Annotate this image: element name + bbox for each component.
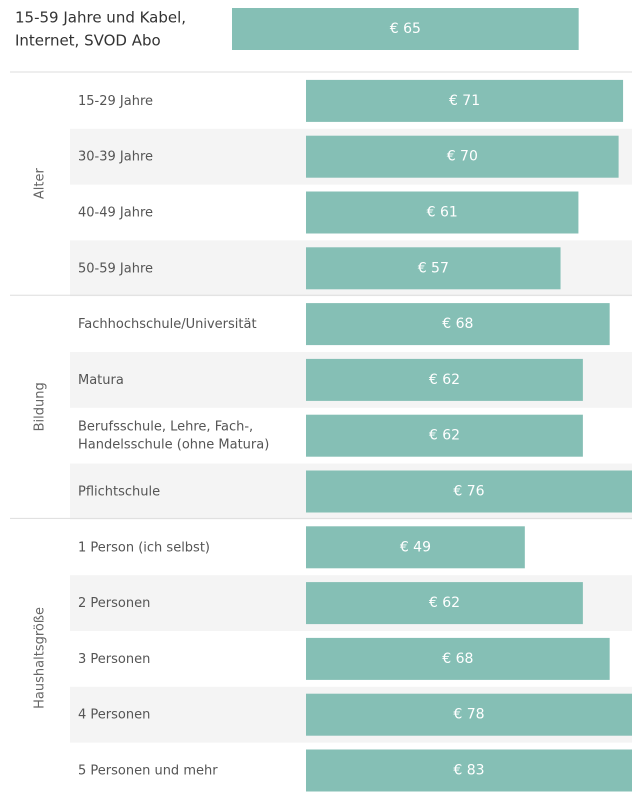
category-label: 30-39 Jahre [78,149,153,164]
category-label: 40-49 Jahre [78,205,153,220]
category-label: 4 Personen [78,707,150,722]
value-label: € 68 [442,316,473,332]
value-label: € 62 [429,372,460,388]
category-label: 1 Person (ich selbst) [78,540,210,555]
category-label: 15-59 Jahre und Kabel, Internet, SVOD Abo [15,8,186,49]
group-label: Bildung [33,382,48,431]
bar [306,582,583,625]
bar [306,191,579,234]
category-label: 2 Personen [78,596,150,611]
bar [306,247,561,290]
bar [306,79,624,122]
bar [306,303,610,346]
value-label: € 62 [429,595,460,611]
bar [306,693,632,736]
category-label: 50-59 Jahre [78,261,153,276]
value-label: € 76 [453,484,484,500]
group-label: Haushaltsgröße [33,607,48,709]
category-label: 5 Personen und mehr [78,763,218,778]
bar [232,8,579,50]
value-label: € 65 [390,21,421,37]
category-label: 15-29 Jahre [78,93,153,108]
category-label: Fachhochschule/Universität [78,317,257,332]
value-label: € 68 [442,651,473,667]
value-label: € 57 [418,260,449,276]
bar [306,749,632,792]
category-label: 3 Personen [78,651,150,666]
value-label: € 49 [400,539,431,555]
value-label: € 78 [453,707,484,723]
bar [306,526,525,569]
value-label: € 71 [449,93,480,109]
value-label: € 61 [427,205,458,221]
category-label: Berufsschule, Lehre, Fach-, Handelsschule… [78,419,269,452]
bar [306,358,583,401]
category-label: Matura [78,372,124,387]
bar [306,414,583,457]
value-label: € 70 [447,149,478,165]
category-label: Pflichtschule [78,484,160,499]
value-label: € 83 [453,763,484,779]
bar [306,470,632,513]
bar [306,637,610,680]
bar [306,135,619,178]
group-label: Alter [33,167,48,199]
value-label: € 62 [429,428,460,444]
